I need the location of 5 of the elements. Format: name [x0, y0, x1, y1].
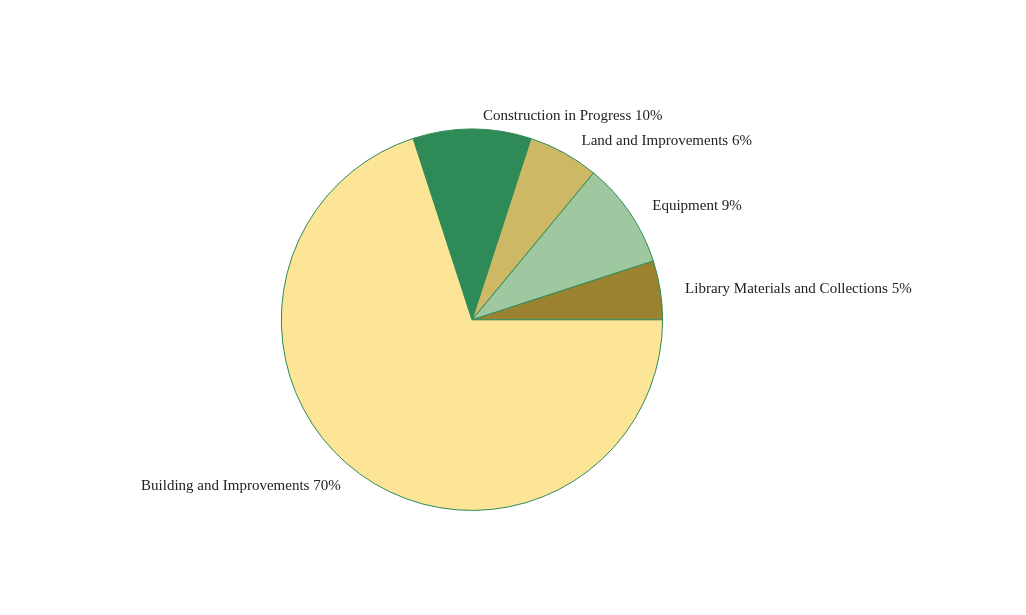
- slice-label: Land and Improvements 6%: [581, 132, 752, 149]
- slice-label: Equipment 9%: [652, 196, 742, 213]
- slice-label: Library Materials and Collections 5%: [685, 279, 912, 296]
- slice-label: Building and Improvements 70%: [141, 477, 341, 494]
- slice-label: Construction in Progress 10%: [482, 107, 663, 124]
